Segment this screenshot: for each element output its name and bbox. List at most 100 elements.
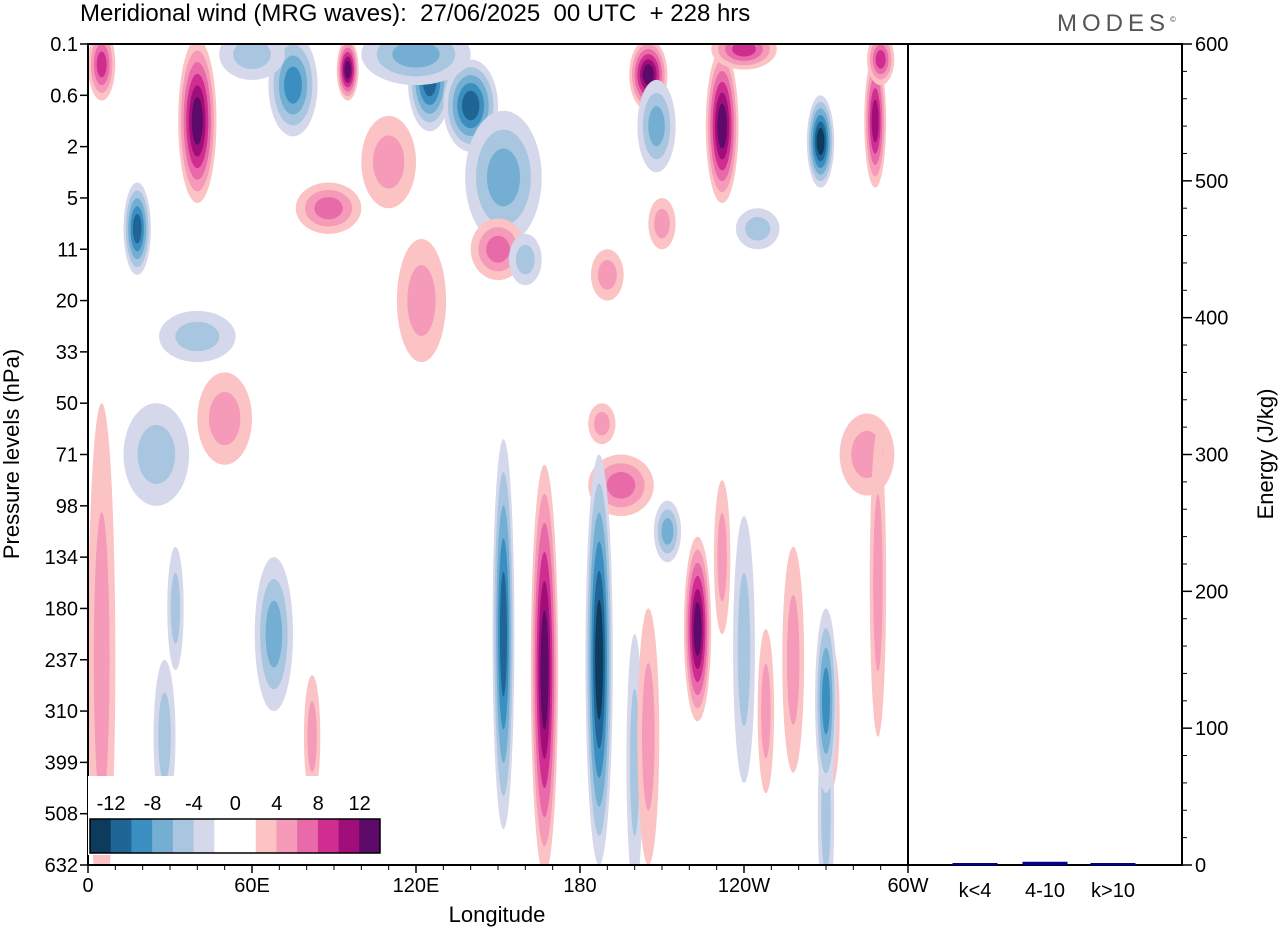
contour-feature-26 <box>197 372 253 465</box>
contour-feature-11 <box>864 54 887 188</box>
contour-feature-27 <box>123 403 190 506</box>
energy-tick-label: 200 <box>1195 581 1228 603</box>
colorbar-frame <box>89 818 381 854</box>
contour-feature-48 <box>869 428 887 737</box>
y-tick-label: 134 <box>45 547 78 569</box>
contour-level-1-3 <box>96 51 107 78</box>
contour-level-19-2 <box>314 197 343 220</box>
colorbar-swatch <box>297 819 319 853</box>
contour-level-32-1 <box>170 573 181 644</box>
contour-level-42-2 <box>661 518 674 545</box>
contour-feature-42 <box>653 500 682 563</box>
contour-level-16-1 <box>233 44 271 70</box>
x-tick-label: 60W <box>887 875 928 897</box>
contour-level-7-2 <box>486 148 521 207</box>
contour-feature-40 <box>637 608 660 865</box>
contour-level-24-1 <box>175 321 220 352</box>
colorbar-swatch <box>255 819 277 853</box>
energy-bar-k>10 <box>1090 863 1136 866</box>
colorbar-swatch <box>276 819 298 853</box>
colorbar-swatch <box>110 819 132 853</box>
contour-level-30-2 <box>606 471 636 499</box>
chart-title: Meridional wind (MRG waves): 27/06/2025 … <box>80 0 751 27</box>
contour-feature-38 <box>585 454 613 865</box>
colorbar-swatch <box>193 819 215 853</box>
contour-feature-35 <box>303 675 321 799</box>
colorbar-label: 12 <box>349 793 371 815</box>
contour-level-2-5 <box>344 60 351 79</box>
contour-level-26-1 <box>208 392 241 446</box>
contour-level-39-1 <box>629 688 640 837</box>
contour-feature-33 <box>153 659 176 814</box>
energy-category-label: 4-10 <box>1025 880 1065 902</box>
contour-feature-41 <box>683 536 712 722</box>
contour-level-27-1 <box>137 424 176 485</box>
contour-level-48-1 <box>873 494 883 672</box>
y-tick-label: 5 <box>67 188 78 210</box>
contour-feature-13 <box>711 44 777 70</box>
colorbar-label: -8 <box>144 793 162 815</box>
y-tick-label: 50 <box>56 393 78 415</box>
y-tick-label: 20 <box>56 291 78 313</box>
y-tick-label: 98 <box>56 496 78 518</box>
contour-level-12-2 <box>648 106 665 147</box>
contour-level-28-1 <box>594 411 610 436</box>
x-tick-label: 120W <box>718 875 770 897</box>
contour-level-13-3 <box>732 44 756 57</box>
contour-level-17-1 <box>372 135 405 189</box>
heatmap-field <box>88 44 895 865</box>
contour-level-49-3 <box>822 667 830 735</box>
contour-feature-36 <box>492 439 515 830</box>
contour-feature-1 <box>88 44 116 101</box>
colorbar-label: 0 <box>230 793 241 815</box>
colorbar-swatch <box>214 819 236 853</box>
y-tick-label: 632 <box>45 855 78 877</box>
contour-level-15-2 <box>392 44 440 68</box>
contour-level-3-4 <box>132 213 142 244</box>
contour-feature-19 <box>295 182 362 234</box>
logo-mark: © <box>1170 15 1176 24</box>
contour-level-8-5 <box>642 64 654 86</box>
contour-feature-32 <box>167 546 184 671</box>
energy-category-label: k>10 <box>1091 880 1135 902</box>
y-tick-label: 2 <box>67 137 78 159</box>
y-tick-label: 0.6 <box>50 85 78 107</box>
contour-level-11-4 <box>871 99 879 143</box>
contour-feature-7 <box>465 110 542 245</box>
contour-feature-17 <box>361 115 416 209</box>
energy-tick-label: 0 <box>1195 855 1206 877</box>
contour-level-23-1 <box>407 265 436 336</box>
contour-feature-25 <box>590 249 624 301</box>
contour-level-10-5 <box>816 128 825 155</box>
y-tick-label: 508 <box>45 804 78 826</box>
contour-feature-29 <box>839 413 895 496</box>
y-tick-label: 71 <box>56 445 78 467</box>
contour-level-38-5 <box>595 599 604 720</box>
y-tick-label: 11 <box>57 239 78 261</box>
energy-bar-chart: 0 100 200 300 400 500 600 k<4 4-10 k>10 <box>907 34 1228 902</box>
contour-level-31-1 <box>93 512 110 808</box>
colorbar-swatch <box>152 819 174 853</box>
contour-level-35-1 <box>307 701 317 773</box>
contour-feature-23 <box>396 238 447 363</box>
contour-level-37-5 <box>540 610 549 730</box>
energy-tick-label: 300 <box>1195 445 1228 467</box>
contour-feature-4 <box>268 44 318 137</box>
x-axis-title: Longitude <box>449 902 546 927</box>
contour-feature-31 <box>88 403 116 865</box>
contour-feature-37 <box>530 464 559 865</box>
contour-feature-50 <box>713 480 731 635</box>
contour-feature-14 <box>867 44 895 86</box>
contour-level-33-1 <box>158 692 171 781</box>
colorbar-swatch <box>317 819 339 853</box>
modes-logo: MODES© <box>1057 10 1176 38</box>
contour-feature-12 <box>637 79 676 173</box>
colorbar-label: -12 <box>97 793 126 815</box>
colorbar-swatch <box>235 819 257 853</box>
contour-feature-20 <box>508 233 542 286</box>
y-tick-label: 310 <box>45 701 78 723</box>
contour-feature-34 <box>254 557 293 712</box>
y-axis-title: Pressure levels (hPa) <box>0 349 24 559</box>
y-tick-label: 180 <box>45 598 78 620</box>
